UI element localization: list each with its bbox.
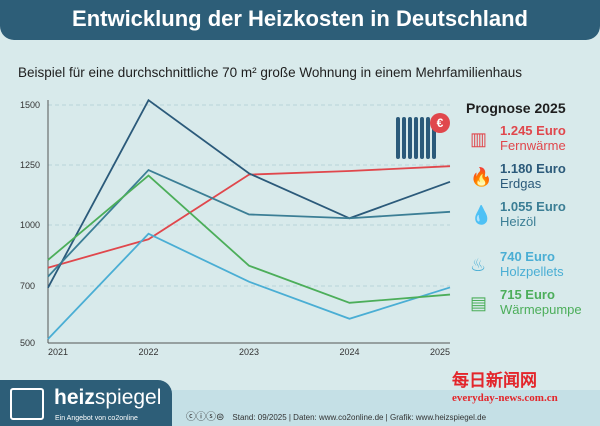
y-tick-label: 1000 bbox=[20, 220, 40, 230]
x-tick-label: 2021 bbox=[48, 347, 68, 357]
y-tick-label: 1500 bbox=[20, 100, 40, 110]
line-chart: 500 700 1000 1250 1500 2021 2022 2023 2024 2025 € bbox=[20, 98, 451, 357]
brand-name-bold: heiz bbox=[54, 386, 95, 409]
page-title: Entwicklung der Heizkosten in Deutschlan… bbox=[0, 0, 600, 40]
flame-icon: 🔥 bbox=[470, 167, 493, 187]
footer: heizspiegel Ein Angebot von co2online ⓒⓘ… bbox=[0, 371, 600, 426]
legend-item: ♨ 740 Euro Holzpellets bbox=[466, 250, 600, 288]
legend: Prognose 2025 ▥ 1.245 Euro Fernwärme 🔥 1.… bbox=[466, 100, 600, 326]
series-line-heizöl bbox=[47, 168, 451, 278]
credit-text: Stand: 09/2025 | Daten: www.co2online.de… bbox=[232, 413, 487, 422]
legend-label: Wärmepumpe bbox=[500, 302, 582, 317]
x-tick-label: 2022 bbox=[138, 347, 158, 357]
series-line-wärmepumpe bbox=[47, 174, 451, 304]
legend-value: 1.055 Euro bbox=[500, 199, 566, 214]
brand-subtitle: Ein Angebot von co2online bbox=[55, 415, 138, 422]
x-tick-label: 2025 bbox=[430, 347, 450, 357]
brand-name: heizspiegel bbox=[54, 386, 161, 410]
legend-item: 🔥 1.180 Euro Erdgas bbox=[466, 162, 600, 200]
legend-value: 740 Euro bbox=[500, 249, 555, 264]
svg-text:€: € bbox=[437, 116, 444, 130]
y-tick-label: 500 bbox=[20, 338, 35, 348]
chart-subtitle: Beispiel für eine durchschnittliche 70 m… bbox=[18, 65, 523, 80]
series-line-erdgas bbox=[47, 98, 451, 289]
x-tick-label: 2023 bbox=[239, 347, 259, 357]
series-line-holzpellets bbox=[47, 232, 451, 340]
y-tick-label: 1250 bbox=[20, 160, 40, 170]
legend-label: Holzpellets bbox=[500, 264, 564, 279]
x-tick-label: 2024 bbox=[339, 347, 359, 357]
house-radiator-icon bbox=[10, 388, 44, 420]
legend-heading: Prognose 2025 bbox=[466, 100, 566, 116]
legend-item: ▥ 1.245 Euro Fernwärme bbox=[466, 124, 600, 162]
license-icons: ⓒⓘⓢ⊜ bbox=[186, 412, 225, 423]
legend-label: Erdgas bbox=[500, 176, 542, 191]
credit-line: ⓒⓘⓢ⊜ Stand: 09/2025 | Daten: www.co2onlin… bbox=[186, 412, 486, 423]
legend-value: 1.245 Euro bbox=[500, 123, 566, 138]
y-tick-label: 700 bbox=[20, 281, 35, 291]
legend-item: ▤ 715 Euro Wärmepumpe bbox=[466, 288, 600, 326]
watermark-url: everyday-news.com.cn bbox=[452, 392, 558, 404]
brand-name-rest: spiegel bbox=[94, 386, 162, 409]
series-line-fernwärme bbox=[47, 165, 451, 269]
legend-label: Heizöl bbox=[500, 214, 537, 229]
brand-logo: heizspiegel Ein Angebot von co2online bbox=[0, 380, 172, 426]
legend-value: 715 Euro bbox=[500, 287, 555, 302]
legend-label: Fernwärme bbox=[500, 138, 566, 153]
heat-pump-icon: ▤ bbox=[470, 293, 488, 313]
legend-value: 1.180 Euro bbox=[500, 161, 566, 176]
campfire-icon: ♨ bbox=[470, 255, 487, 275]
building-heat-icon: ▥ bbox=[470, 129, 488, 149]
watermark: 每日新闻网 bbox=[452, 371, 537, 390]
radiator-euro-icon: € bbox=[396, 113, 450, 159]
drop-icon: 💧 bbox=[470, 205, 493, 225]
legend-item: 💧 1.055 Euro Heizöl bbox=[466, 200, 600, 238]
